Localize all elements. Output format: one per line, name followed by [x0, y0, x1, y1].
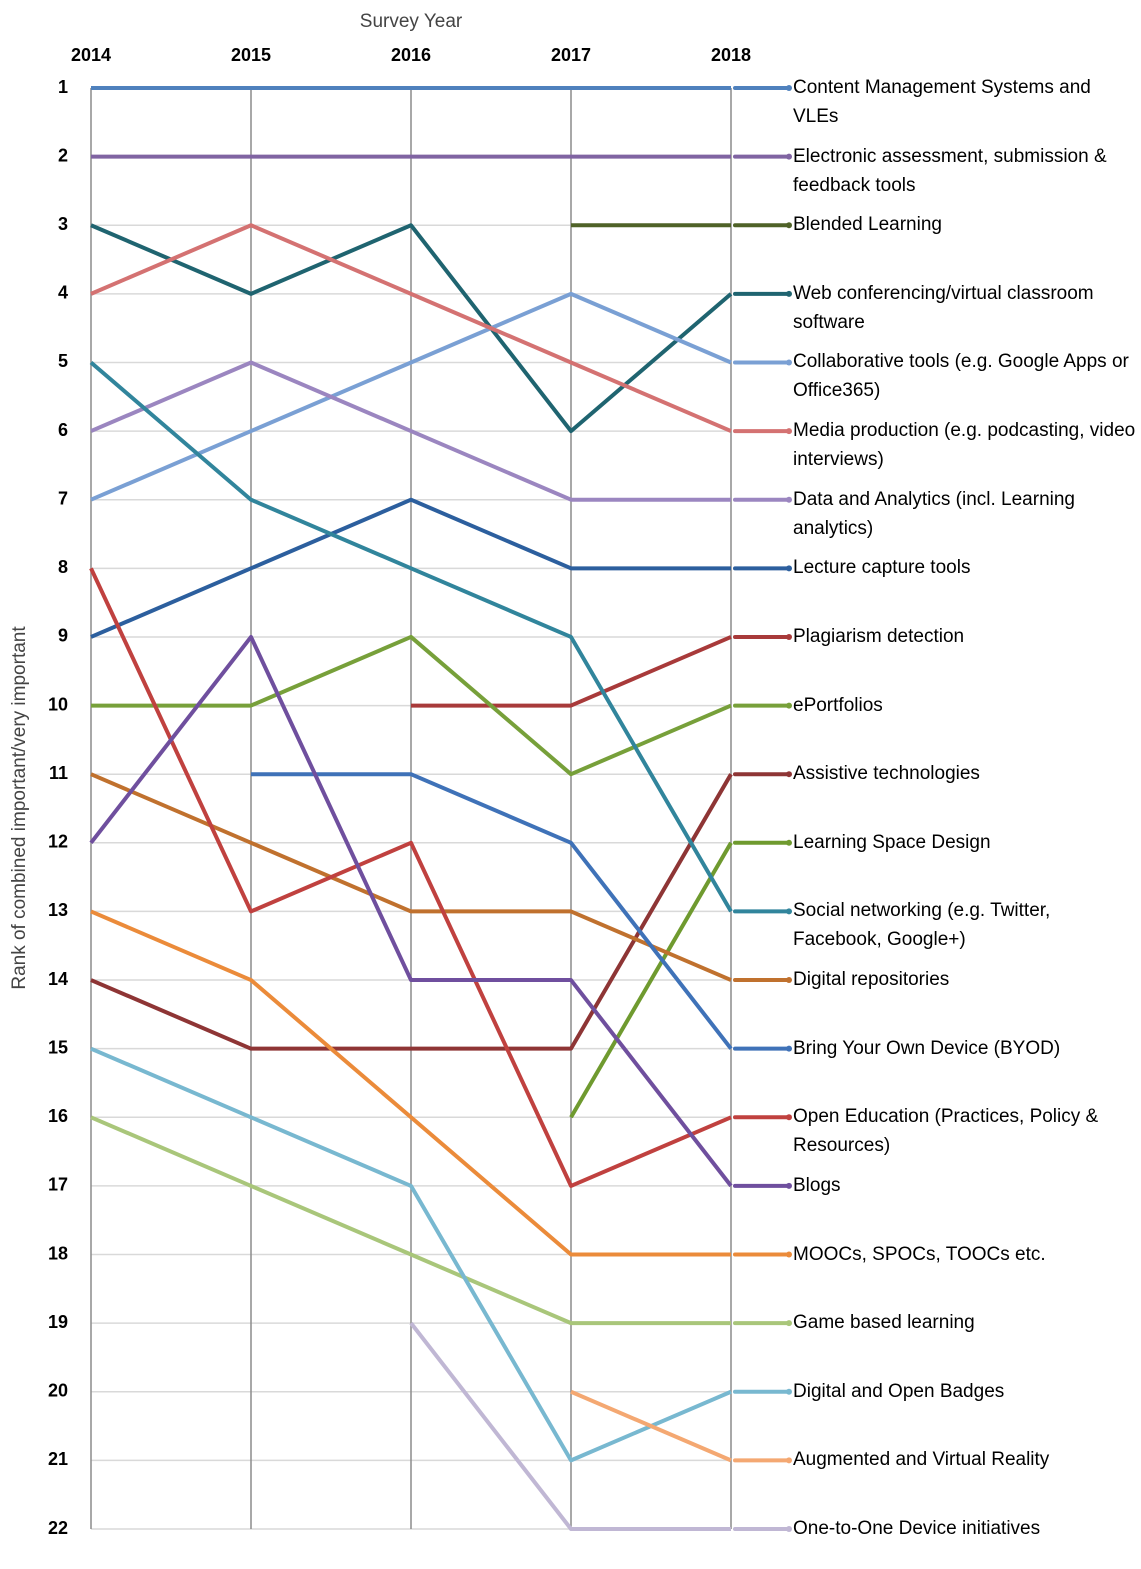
legend-label: Media production (e.g. podcasting, video… — [793, 420, 1136, 471]
y-tick-label: 8 — [58, 557, 68, 577]
y-tick-label: 4 — [58, 283, 68, 303]
series-line — [89, 634, 733, 1188]
x-tick-label: 2014 — [71, 45, 111, 65]
legend-label: Collaborative tools (e.g. Google Apps or… — [793, 351, 1129, 402]
legend-dot — [786, 85, 792, 91]
series-line — [90, 360, 731, 502]
y-tick-label: 14 — [48, 969, 68, 989]
legend-dot — [786, 633, 792, 640]
legend-label: Game based learning — [793, 1312, 975, 1334]
y-tick-label: 6 — [58, 420, 68, 440]
legend-label: Social networking (e.g. Twitter, Faceboo… — [793, 900, 1051, 951]
legend-label: Assistive technologies — [793, 763, 980, 785]
legend-dot — [786, 290, 792, 297]
series-line — [90, 772, 732, 982]
legend-dot — [786, 222, 792, 229]
legend-label: Bring Your Own Device (BYOD) — [793, 1037, 1061, 1059]
series-line — [251, 772, 733, 1050]
series-line — [90, 909, 731, 1257]
legend-dot — [786, 565, 792, 572]
legend-dot — [786, 428, 792, 435]
y-axis-title: Rank of combined important/very importan… — [9, 626, 30, 990]
legend-label: Electronic assessment, submission & feed… — [793, 145, 1107, 196]
legend-label: Blended Learning — [793, 214, 942, 236]
series-line — [90, 1115, 731, 1326]
legend-label: Blogs — [793, 1174, 841, 1196]
series-line — [89, 567, 732, 1188]
legend-label: Augmented and Virtual Reality — [793, 1449, 1050, 1471]
legend-dot — [786, 771, 792, 778]
legend-dot — [786, 839, 792, 846]
y-tick-label: 3 — [58, 214, 68, 234]
y-tick-label: 20 — [48, 1381, 68, 1401]
legend-dot — [786, 1320, 792, 1327]
x-tick-label: 2018 — [711, 45, 751, 65]
legend-dot — [786, 1114, 792, 1121]
y-tick-label: 9 — [58, 626, 68, 646]
legend-dot — [786, 1251, 792, 1258]
series-line — [409, 1321, 731, 1531]
legend-label: Digital repositories — [793, 969, 950, 991]
legend-dot — [786, 496, 792, 503]
legend-dot — [786, 1388, 792, 1395]
y-tick-label: 15 — [48, 1037, 68, 1057]
y-tick-label: 18 — [48, 1243, 68, 1263]
legend-dot — [786, 1182, 792, 1189]
legend-label: Web conferencing/virtual classroom softw… — [793, 282, 1094, 333]
series-line — [411, 635, 732, 708]
legend-dot — [786, 1526, 792, 1532]
series-line — [569, 841, 733, 1119]
legend-label: Open Education (Practices, Policy & Reso… — [793, 1106, 1099, 1157]
y-tick-label: 19 — [48, 1312, 68, 1332]
y-tick-label: 17 — [48, 1175, 68, 1195]
x-axis-title: Survey Year — [360, 11, 463, 32]
y-tick-label: 12 — [48, 832, 68, 852]
y-tick-label: 22 — [48, 1518, 68, 1538]
legend-label: Content Management Systems and VLEs — [793, 77, 1091, 127]
legend-dot — [786, 702, 792, 709]
legend-label: ePortfolios — [793, 694, 883, 716]
y-tick-label: 10 — [48, 694, 68, 714]
y-tick-label: 2 — [58, 145, 68, 165]
x-tick-label: 2015 — [231, 45, 271, 65]
series-line — [90, 223, 732, 433]
y-tick-label: 7 — [58, 488, 68, 508]
x-tick-label: 2016 — [391, 45, 431, 65]
y-tick-label: 1 — [58, 77, 68, 97]
legend-label: Learning Space Design — [793, 831, 991, 853]
series-line — [90, 1046, 732, 1463]
y-tick-label: 21 — [48, 1449, 68, 1469]
series-line — [570, 1389, 732, 1463]
series-line — [90, 497, 731, 639]
y-tick-label: 5 — [58, 351, 68, 371]
legend-dot — [786, 1457, 792, 1464]
legend-dot — [786, 1045, 792, 1052]
y-tick-label: 13 — [48, 900, 68, 920]
legend-label: One-to-One Device initiatives — [793, 1518, 1041, 1539]
legend-label: Plagiarism detection — [793, 625, 965, 647]
legend-dot — [786, 359, 792, 366]
legend-dot — [786, 908, 792, 915]
legend-label: MOOCs, SPOCs, TOOCs etc. — [793, 1243, 1046, 1265]
y-tick-label: 16 — [48, 1106, 68, 1126]
x-tick-label: 2017 — [551, 45, 591, 65]
legend-label: Data and Analytics (incl. Learning analy… — [793, 488, 1075, 539]
legend-dot — [786, 153, 792, 160]
series-line — [90, 773, 733, 1051]
legend-label: Digital and Open Badges — [793, 1380, 1005, 1402]
legend-label: Lecture capture tools — [793, 557, 971, 579]
legend-dot — [786, 977, 792, 984]
y-tick-label: 11 — [49, 763, 68, 783]
series-line — [89, 360, 733, 913]
